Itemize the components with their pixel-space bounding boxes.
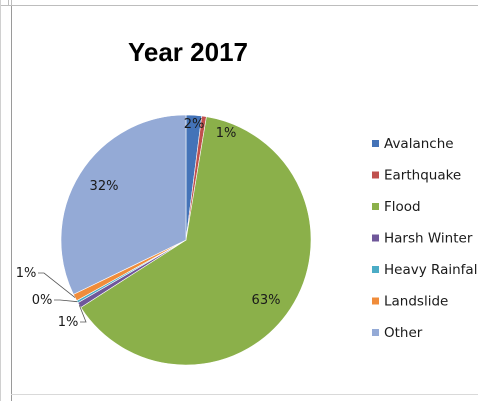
leader-line-landslide — [38, 272, 76, 298]
legend-swatch-landslide — [372, 297, 379, 305]
legend-item-landslide: Landslide — [372, 294, 448, 310]
legend-swatch-flood — [372, 203, 379, 210]
data-label-landslide: 1% — [16, 266, 37, 281]
data-label-heavy-rainfall: 0% — [32, 293, 53, 308]
legend-swatch-avalanche — [372, 140, 379, 147]
legend-label-heavy-rainfall: Heavy Rainfall — [384, 262, 478, 278]
legend-swatch-other — [372, 329, 379, 336]
legend-item-avalanche: Avalanche — [372, 136, 454, 152]
data-label-other: 32% — [90, 179, 119, 194]
legend-label-harsh-winter: Harsh Winter — [384, 231, 473, 247]
leader-line-heavy-rainfall — [54, 299, 78, 303]
legend-label-landslide: Landslide — [384, 294, 448, 310]
legend-item-other: Other — [372, 325, 423, 341]
data-label-flood: 63% — [252, 293, 281, 308]
legend-label-avalanche: Avalanche — [384, 136, 454, 152]
legend: Avalanche Earthquake Flood Harsh Winter Heav… — [372, 136, 478, 341]
leader-line-harsh-winter — [78, 304, 87, 323]
legend-swatch-heavy-rainfall — [372, 266, 379, 273]
slice-flood — [80, 116, 312, 366]
legend-item-earthquake: Earthquake — [372, 168, 461, 184]
legend-swatch-harsh-winter — [372, 234, 379, 242]
leader-lines — [38, 272, 87, 323]
slice-other — [60, 114, 187, 295]
legend-item-harsh-winter: Harsh Winter — [372, 231, 473, 247]
data-labels: 2% 1% 63% 1% 0% 1% 32% — [16, 117, 281, 330]
legend-label-other: Other — [384, 325, 423, 341]
pie-slices — [60, 114, 312, 366]
legend-label-earthquake: Earthquake — [384, 168, 461, 184]
data-label-avalanche: 2% — [184, 117, 205, 132]
legend-label-flood: Flood — [384, 199, 421, 215]
legend-item-heavy-rainfall: Heavy Rainfall — [372, 262, 478, 278]
data-label-harsh-winter: 1% — [58, 315, 79, 330]
legend-swatch-earthquake — [372, 171, 379, 179]
data-label-earthquake: 1% — [216, 126, 237, 141]
legend-item-flood: Flood — [372, 199, 421, 215]
chart-title: Year 2017 — [128, 37, 248, 67]
